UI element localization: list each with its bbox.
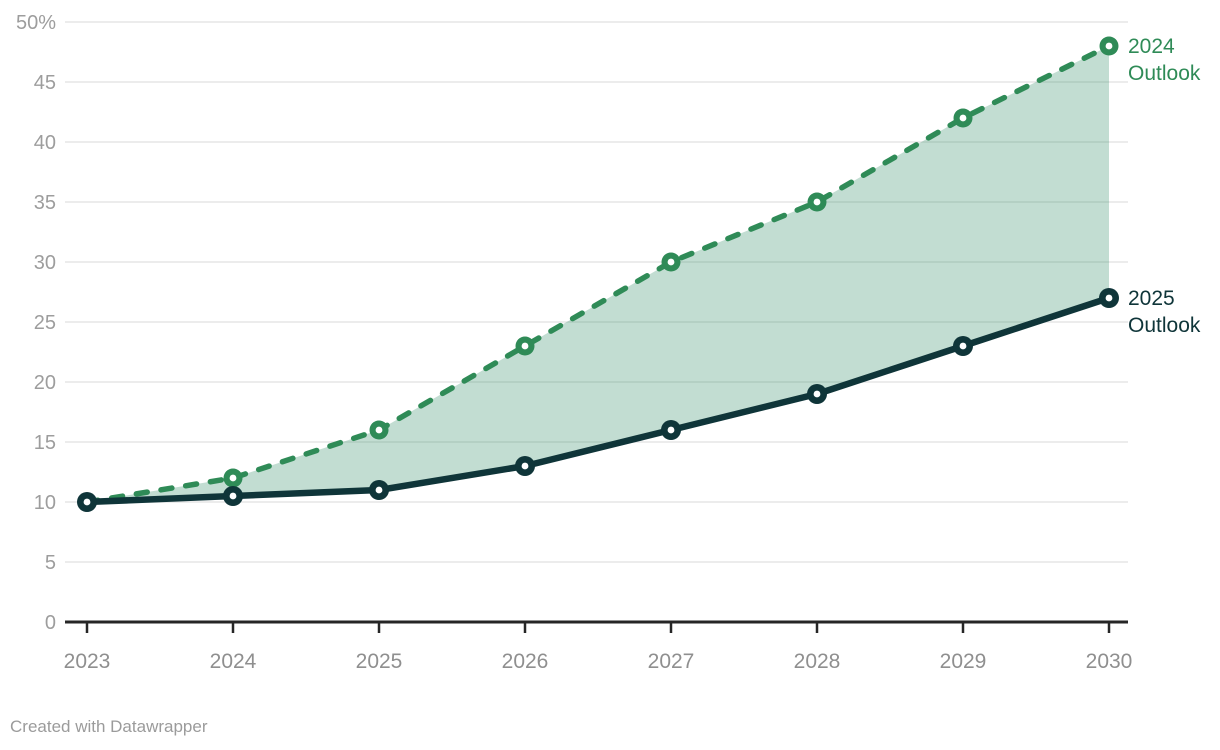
y-tick-label: 35 — [34, 192, 56, 214]
x-tick-label: 2027 — [648, 650, 695, 673]
x-tick-label: 2023 — [64, 650, 111, 673]
series-line-2025-outlook — [83, 294, 1113, 506]
x-tick-label: 2026 — [502, 650, 549, 673]
datawrapper-credit-link[interactable]: Created with Datawrapper — [10, 717, 208, 736]
series-end-label-2025-outlook: 2025 Outlook — [1128, 287, 1201, 337]
y-tick-label: 40 — [34, 132, 56, 154]
data-point-hole — [375, 426, 383, 434]
data-point-hole — [229, 474, 237, 482]
y-tick-label: 30 — [34, 252, 56, 274]
data-point-hole — [667, 426, 675, 434]
y-tick-label: 0 — [45, 612, 56, 634]
series-line-2024-outlook — [84, 43, 1112, 505]
data-point-hole — [521, 342, 529, 350]
x-tick-label: 2029 — [940, 650, 987, 673]
data-point-hole — [1105, 294, 1113, 302]
series-end-label-2024-outlook: 2024 Outlook — [1128, 35, 1201, 85]
y-tick-label: 10 — [34, 492, 56, 514]
x-tick-label: 2024 — [210, 650, 257, 673]
data-point-hole — [1105, 42, 1113, 50]
x-tick-label: 2025 — [356, 650, 403, 673]
x-tick-label: 2028 — [794, 650, 841, 673]
y-tick-label: 20 — [34, 372, 56, 394]
data-point-hole — [959, 342, 967, 350]
data-point-hole — [83, 498, 91, 506]
outlook-gap-band — [87, 46, 1109, 502]
data-point-hole — [667, 258, 675, 266]
data-point-hole — [959, 114, 967, 122]
data-point-hole — [229, 492, 237, 500]
data-point-hole — [813, 198, 821, 206]
x-tick-label: 2030 — [1086, 650, 1133, 673]
data-point-hole — [521, 462, 529, 470]
data-point-hole — [813, 390, 821, 398]
y-tick-label: 50% — [16, 12, 56, 34]
y-tick-label: 25 — [34, 312, 56, 334]
y-tick-label: 5 — [45, 552, 56, 574]
y-tick-label: 15 — [34, 432, 56, 454]
data-point-hole — [375, 486, 383, 494]
y-tick-label: 45 — [34, 72, 56, 94]
